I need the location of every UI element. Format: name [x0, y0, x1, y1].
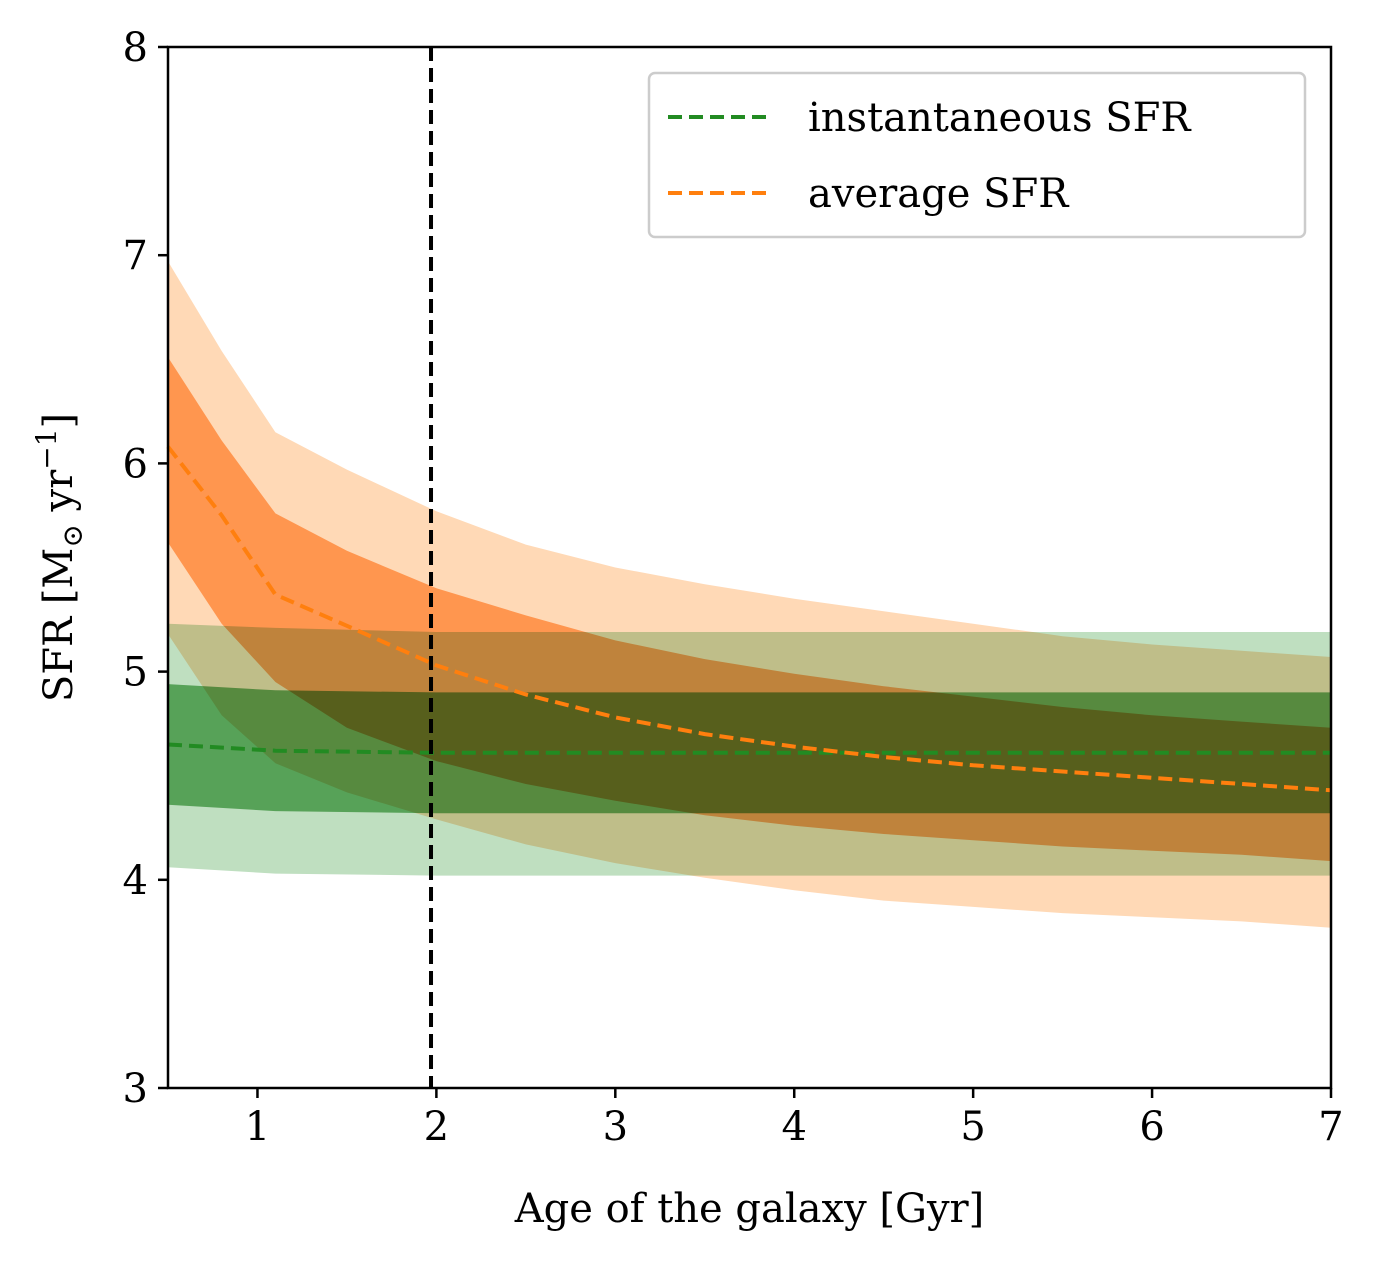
x-tick-label: 4	[782, 1104, 807, 1150]
x-tick-label: 2	[424, 1104, 449, 1150]
y-tick-label: 5	[123, 650, 148, 696]
instantaneous-sfr-line	[167, 742, 1331, 755]
x-tick-label: 5	[960, 1104, 985, 1150]
x-tick-label: 7	[1318, 1104, 1343, 1150]
x-tick-label: 1	[245, 1104, 270, 1150]
average-sfr-line	[166, 445, 1332, 793]
y-axis-label-subscript: ⊙	[56, 524, 89, 547]
x-tick-label: 3	[603, 1104, 628, 1150]
x-tick-label: 6	[1139, 1104, 1164, 1150]
legend-box	[647, 71, 1307, 239]
y-tick-label: 8	[123, 25, 148, 71]
y-axis-label-middle: yr	[36, 469, 82, 524]
average-sfr-band-1sigma	[168, 357, 1331, 862]
y-tick-label: 7	[123, 233, 148, 279]
y-axis-label-superscript: −1	[30, 428, 63, 469]
y-axis-ticks: 3 4 5 6 7 8	[123, 25, 168, 1112]
uncertainty-bands	[168, 261, 1331, 928]
x-axis-ticks: 1 2 3 4 5 6 7	[245, 1088, 1344, 1150]
x-axis-label: Age of the galaxy [Gyr]	[514, 1186, 985, 1232]
legend-label: average SFR	[808, 171, 1070, 217]
y-axis-label: SFR [M⊙ yr−1]	[30, 413, 89, 702]
legend-label: instantaneous SFR	[808, 95, 1192, 141]
y-axis-label-prefix: SFR [M	[36, 548, 82, 703]
y-tick-label: 6	[123, 441, 148, 487]
y-tick-label: 3	[123, 1066, 148, 1112]
legend: instantaneous SFR average SFR	[647, 71, 1307, 239]
y-axis-label-suffix: ]	[36, 413, 82, 429]
y-tick-label: 4	[123, 858, 148, 904]
series-lines	[166, 445, 1332, 793]
axes-frame	[166, 45, 1333, 1090]
